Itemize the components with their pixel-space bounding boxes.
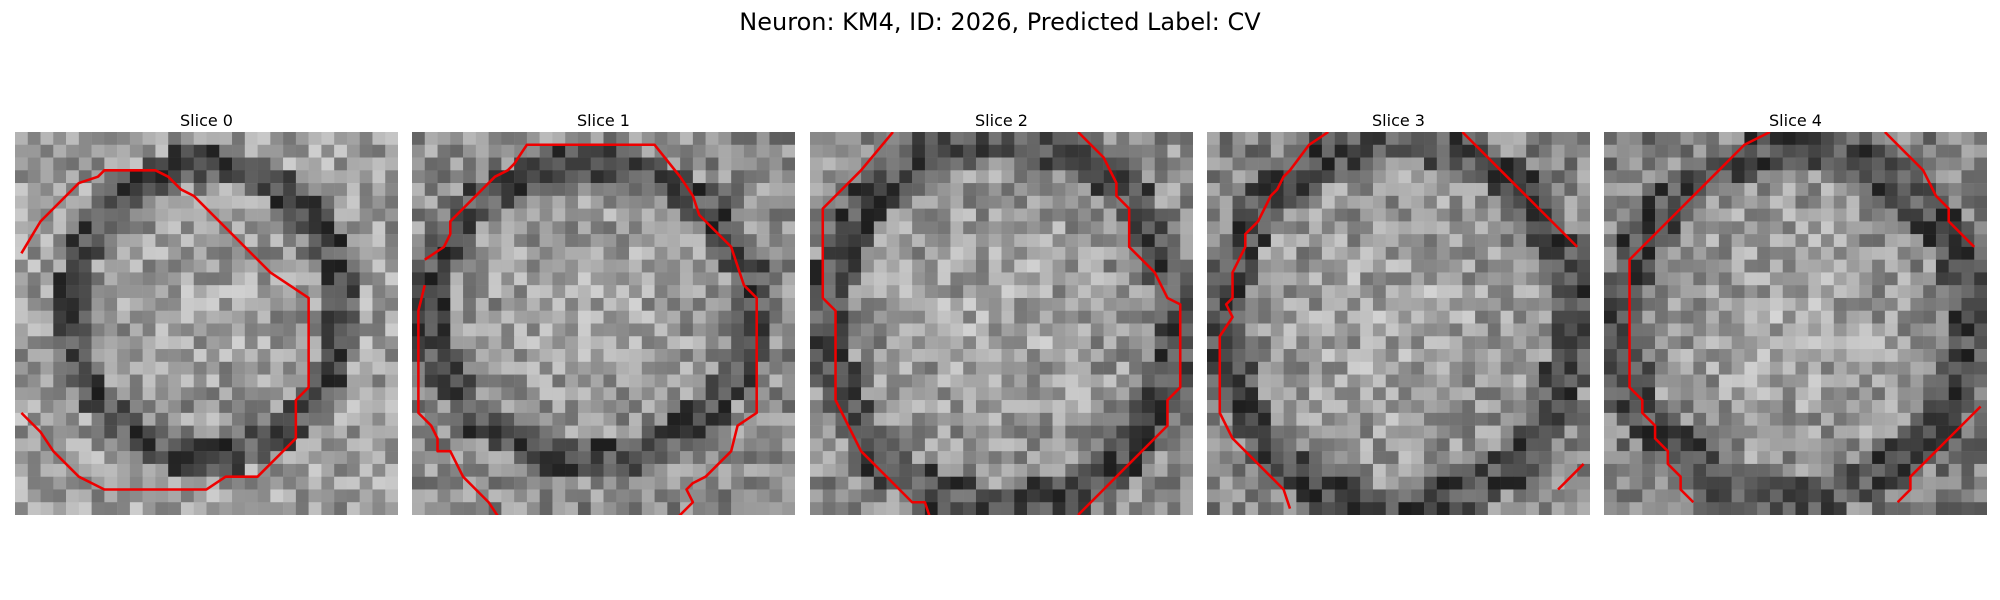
slice-image (15, 132, 398, 515)
contour-line (1883, 132, 1976, 248)
pixel-grid (1207, 132, 1590, 515)
contour-line (1628, 132, 1771, 504)
contour-line (417, 284, 499, 515)
pixel-grid (412, 132, 795, 515)
slice-panel-1: Slice 1 (412, 110, 795, 515)
slice-panel-3: Slice 3 (1207, 110, 1590, 515)
contour-line (1461, 132, 1579, 248)
slice-title: Slice 2 (975, 111, 1028, 130)
contour-line (20, 169, 310, 491)
contour-line (1218, 132, 1329, 510)
slice-image (1207, 132, 1590, 515)
contour-line (424, 143, 758, 515)
contour-line (1896, 405, 1982, 504)
slice-image (810, 132, 1193, 515)
slice-title: Slice 1 (577, 111, 630, 130)
contour-line (1077, 132, 1182, 515)
slice-image (412, 132, 795, 515)
slice-title: Slice 4 (1769, 111, 1822, 130)
contour-line (821, 132, 931, 515)
slice-panel-0: Slice 0 (15, 110, 398, 515)
slice-image (1604, 132, 1987, 515)
pixel-grid (810, 132, 1193, 515)
pixel-grid (15, 132, 398, 515)
contour-line (1557, 463, 1585, 491)
slice-title: Slice 0 (180, 111, 233, 130)
figure-title: Neuron: KM4, ID: 2026, Predicted Label: … (739, 8, 1261, 36)
slice-panel-4: Slice 4 (1604, 110, 1987, 515)
pixel-grid (1604, 132, 1987, 515)
slice-title: Slice 3 (1372, 111, 1425, 130)
slice-panel-2: Slice 2 (810, 110, 1193, 515)
